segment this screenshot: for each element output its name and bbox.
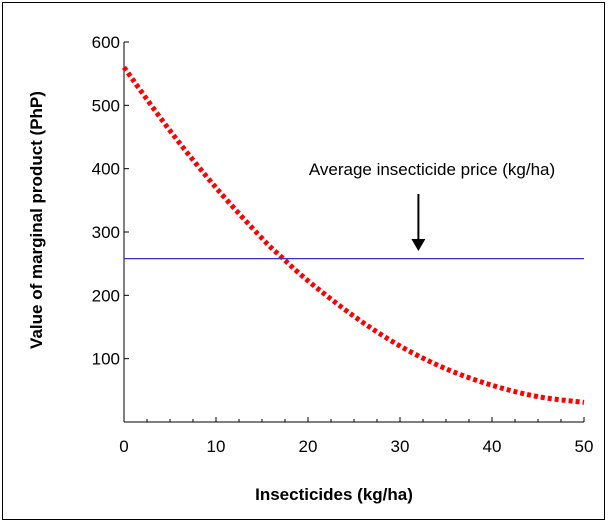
annotation-layer: Average insecticide price (kg/ha) — [309, 160, 555, 251]
x-tick-label: 50 — [575, 437, 594, 456]
x-tick-label: 40 — [483, 437, 502, 456]
y-axis-title: Value of marginal product (PhP) — [27, 91, 46, 349]
y-tick-label: 500 — [92, 96, 120, 115]
x-tick-label: 30 — [391, 437, 410, 456]
series-layer — [121, 65, 585, 405]
x-tick-label: 20 — [299, 437, 318, 456]
x-tick-label: 10 — [207, 437, 226, 456]
chart-frame — [2, 2, 605, 520]
y-tick-label: 200 — [92, 286, 120, 305]
y-tick-label: 400 — [92, 160, 120, 179]
x-tick-label: 0 — [119, 437, 128, 456]
y-tick-label: 600 — [92, 33, 120, 52]
annotation-text: Average insecticide price (kg/ha) — [309, 160, 555, 179]
annotation-arrow-head — [411, 239, 426, 251]
y-tick-label: 100 — [92, 350, 120, 369]
x-axis-title: Insecticides (kg/ha) — [255, 485, 413, 504]
y-tick-label: 300 — [92, 223, 120, 242]
series-line-dotted — [121, 65, 585, 405]
ticks: 100 200 300 400 500 600 0 10 20 30 40 50 — [92, 33, 594, 456]
axes — [123, 42, 584, 423]
